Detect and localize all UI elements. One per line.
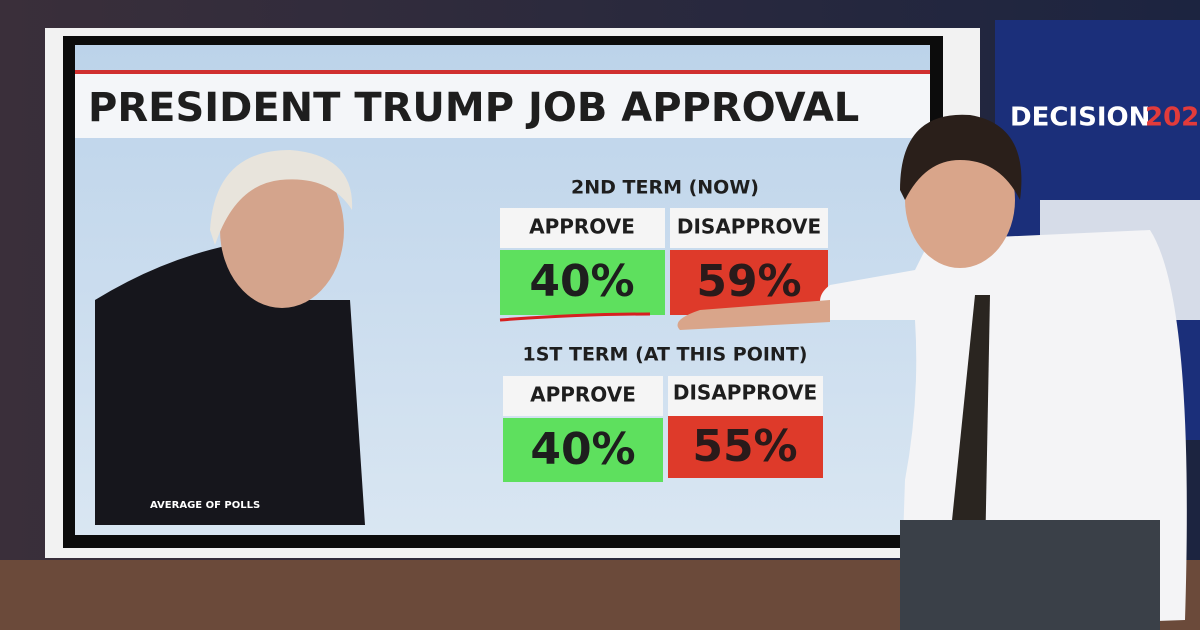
label-box (500, 208, 665, 248)
portrait-coat (95, 245, 365, 525)
portrait-face (220, 152, 344, 308)
title: PRESIDENT TRUMP JOB APPROVAL (88, 85, 859, 131)
disapprove-box (668, 416, 823, 478)
label-box (503, 376, 663, 416)
telestrator-underline (499, 312, 651, 322)
disapprove-label: DISAPPROVE (677, 215, 821, 239)
approve-value: 40% (529, 256, 634, 307)
brand-year: 2026 (1145, 103, 1200, 133)
approve-box (500, 250, 665, 315)
presenter-tie (950, 295, 990, 575)
disapprove-value: 59% (696, 256, 801, 307)
brand-name: DECISION (1010, 103, 1150, 133)
presenter-hair (900, 114, 1022, 200)
approve-value: 40% (530, 424, 635, 475)
section-heading: 1ST TERM (AT THIS POINT) (523, 344, 808, 366)
label-box (670, 208, 828, 248)
footnote: AVERAGE OF POLLS (150, 500, 260, 511)
approve-label: APPROVE (529, 215, 635, 239)
approve-label: APPROVE (530, 383, 636, 407)
label-box (668, 376, 823, 416)
section-heading: 2ND TERM (NOW) (571, 177, 759, 199)
disapprove-label: DISAPPROVE (673, 381, 817, 405)
approve-box (503, 418, 663, 482)
presenter-hand (677, 300, 830, 330)
presenter-trousers (900, 520, 1160, 630)
title-bar (75, 70, 930, 138)
portrait-hair (210, 150, 353, 245)
title-rule (75, 70, 930, 74)
disapprove-value: 55% (692, 421, 797, 472)
